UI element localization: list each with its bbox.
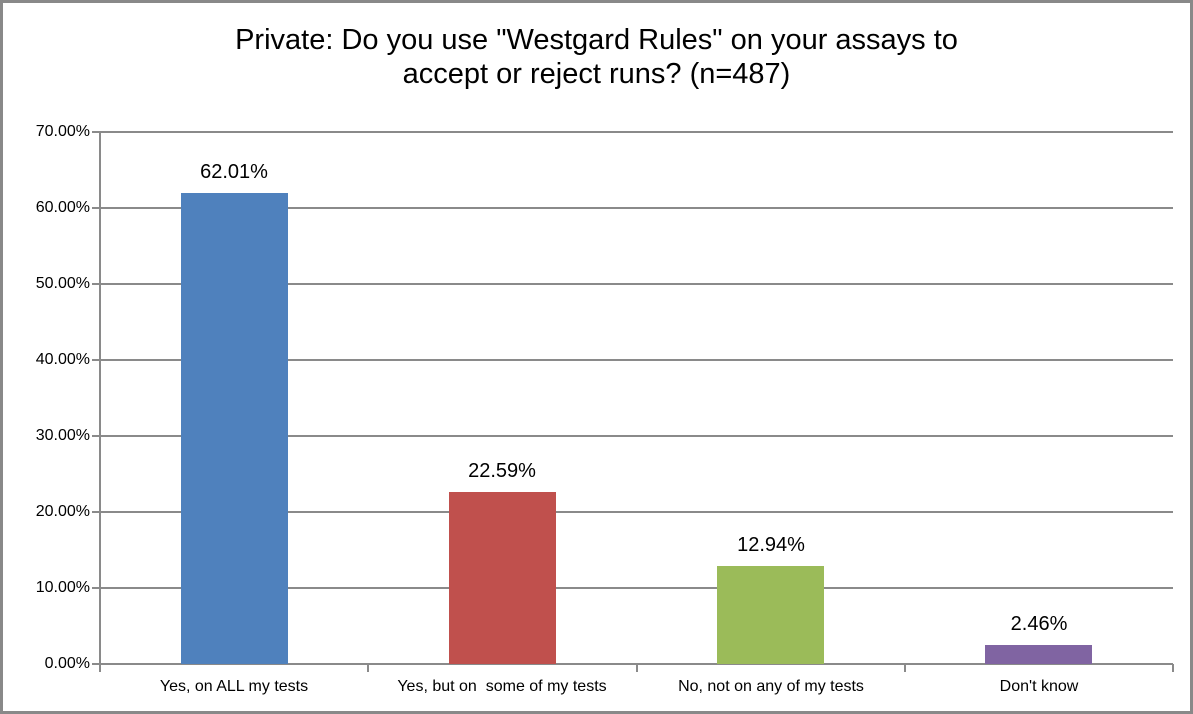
x-axis-tick [1172,664,1174,672]
y-axis-tick-label: 20.00% [35,503,90,520]
y-axis-tick [92,359,100,361]
chart-title: Private: Do you use "Westgard Rules" on … [3,23,1190,91]
y-axis-tick [92,587,100,589]
y-axis-tick [92,131,100,133]
y-axis-tick-label: 10.00% [35,579,90,596]
x-axis-tick [904,664,906,672]
y-axis-tick-label: 30.00% [35,427,90,444]
y-axis-tick-label: 60.00% [35,199,90,216]
y-axis-line [99,132,101,672]
bar [181,193,288,664]
bar-value-label: 12.94% [737,534,805,556]
x-axis-tick [99,664,101,672]
gridline [100,283,1173,285]
x-axis-tick [367,664,369,672]
gridline [100,587,1173,589]
y-axis-tick [92,207,100,209]
bar-value-label: 2.46% [1010,613,1068,635]
bar [717,566,824,664]
y-axis-tick-label: 70.00% [35,123,90,140]
bar-value-label: 62.01% [200,161,268,183]
y-axis-tick-label: 50.00% [35,275,90,292]
category-label: Don't know [999,678,1079,695]
category-label: No, not on any of my tests [678,678,864,695]
bar-value-label: 22.59% [468,460,536,482]
gridline [100,435,1173,437]
category-label: Yes, on ALL my tests [159,678,309,695]
gridline [100,207,1173,209]
chart-title-line-1: Private: Do you use "Westgard Rules" on … [235,24,958,56]
y-axis-tick-label: 40.00% [35,351,90,368]
y-axis-tick [92,511,100,513]
gridline [100,131,1173,133]
y-axis-tick [92,663,100,665]
x-axis-tick [636,664,638,672]
y-axis-tick [92,435,100,437]
bar [449,492,556,664]
y-axis-tick [92,283,100,285]
category-label: Yes, but on some of my tests [397,678,607,695]
y-axis-tick-label: 0.00% [44,655,90,672]
gridline [100,359,1173,361]
bar [985,645,1092,664]
gridline [100,511,1173,513]
chart-title-line-2: accept or reject runs? (n=487) [402,58,791,90]
